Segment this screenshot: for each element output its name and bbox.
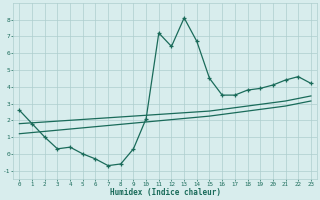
X-axis label: Humidex (Indice chaleur): Humidex (Indice chaleur) <box>110 188 220 197</box>
